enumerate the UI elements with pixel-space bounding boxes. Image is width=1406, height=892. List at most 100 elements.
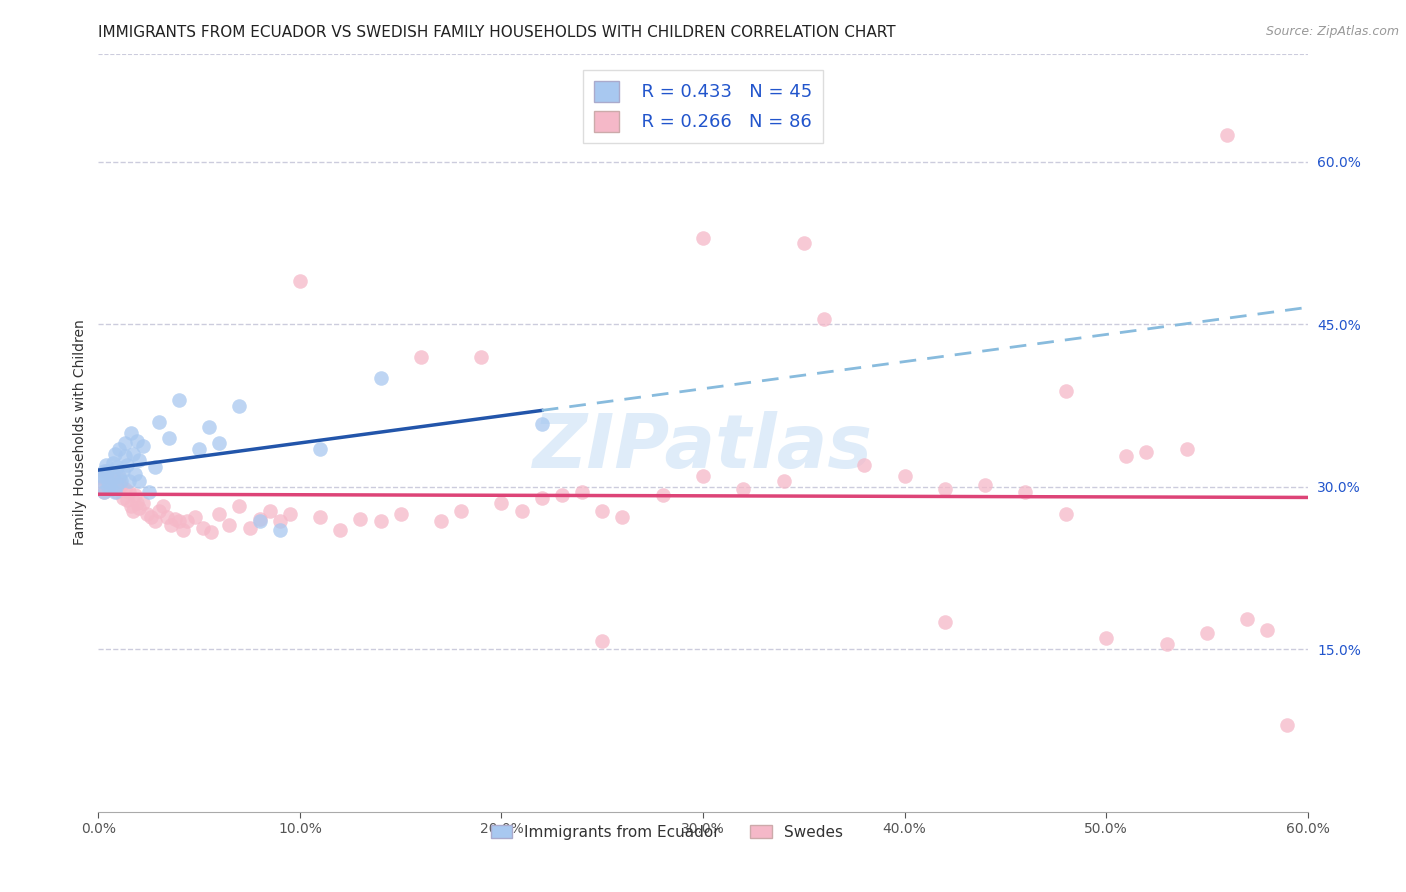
Point [97,475,120,489]
Point [118,475,141,489]
Point [100,482,122,496]
Point [128,475,150,489]
Point [208,507,231,521]
Point [612,510,634,524]
Point [89,475,111,489]
Point [184,510,207,524]
Point [934,615,956,630]
Point [1195,626,1218,640]
Point [120,500,142,514]
Point [103,447,125,461]
Point [491,496,513,510]
Point [114,436,136,450]
Point [793,236,815,251]
Point [157,431,180,445]
Text: IMMIGRANTS FROM ECUADOR VS SWEDISH FAMILY HOUSEHOLDS WITH CHILDREN CORRELATION C: IMMIGRANTS FROM ECUADOR VS SWEDISH FAMIL… [98,25,896,40]
Point [103,475,125,489]
Point [111,491,134,505]
Point [143,515,166,529]
Point [107,471,129,485]
Point [1277,718,1299,732]
Point [138,485,160,500]
Point [167,393,190,408]
Point [772,475,794,489]
Point [1054,507,1077,521]
Point [110,475,132,489]
Point [128,452,150,467]
Point [96,458,118,472]
Point [121,447,143,461]
Point [430,515,453,529]
Point [370,515,392,529]
Point [228,399,250,413]
Point [105,460,128,475]
Point [1216,128,1239,142]
Point [115,458,138,472]
Point [114,450,136,464]
Point [105,485,128,500]
Text: ZIPatlas: ZIPatlas [533,411,873,484]
Point [96,464,118,478]
Point [193,521,215,535]
Point [1156,637,1178,651]
Point [198,420,221,434]
Point [124,467,146,481]
Point [470,350,492,364]
Point [510,503,533,517]
Point [269,515,291,529]
Point [97,477,120,491]
Point [97,464,120,478]
Point [89,480,111,494]
Point [139,510,162,524]
Point [1236,612,1258,626]
Point [124,488,146,502]
Point [107,442,129,456]
Point [91,469,114,483]
Point [259,503,281,517]
Point [115,492,138,507]
Point [103,485,125,500]
Text: Source: ZipAtlas.com: Source: ZipAtlas.com [1265,25,1399,38]
Point [200,525,222,540]
Point [121,503,143,517]
Point [370,371,392,385]
Point [692,230,714,244]
Point [110,477,132,491]
Point [120,425,142,440]
Point [288,274,311,288]
Point [733,482,755,496]
Point [278,507,301,521]
Point [93,485,115,500]
Point [389,507,412,521]
Point [176,515,198,529]
Point [893,469,915,483]
Point [148,503,170,517]
Point [651,488,673,502]
Point [128,501,150,516]
Point [551,488,574,502]
Point [172,523,194,537]
Point [163,512,186,526]
Point [188,442,211,456]
Point [118,485,141,500]
Point [813,312,835,326]
Point [156,510,179,524]
Point [249,512,271,526]
Point [934,482,956,496]
Y-axis label: Family Households with Children: Family Households with Children [73,319,87,546]
Point [309,442,332,456]
Point [530,417,553,431]
Point [1256,623,1278,637]
Point [125,496,148,510]
Point [530,491,553,505]
Point [409,350,432,364]
Point [105,477,128,491]
Point [450,503,472,517]
Point [1135,445,1157,459]
Point [114,482,136,496]
Point [101,471,124,485]
Point [148,415,170,429]
Point [100,482,122,496]
Point [571,485,593,500]
Point [132,496,155,510]
